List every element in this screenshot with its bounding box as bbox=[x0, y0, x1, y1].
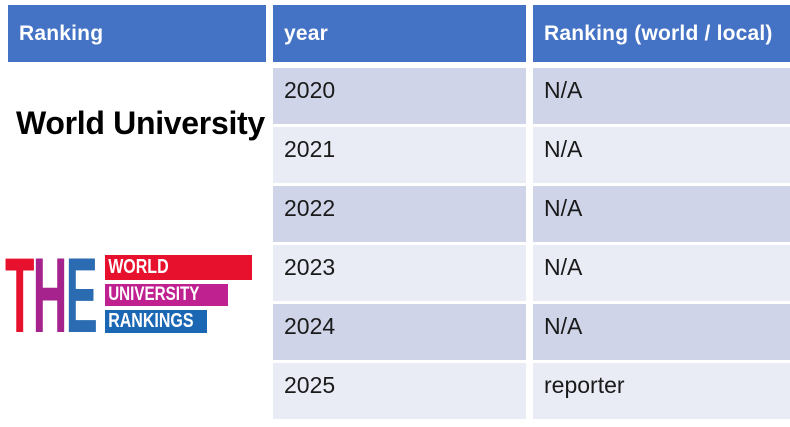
the-logo-bar-university: UNIVERSITY bbox=[105, 284, 228, 306]
ranking-cell: N/A bbox=[533, 68, 790, 124]
year-cell: 2021 bbox=[273, 127, 526, 183]
header-cell-ranking: Ranking bbox=[8, 5, 266, 62]
the-logo-letters: THE bbox=[5, 242, 98, 349]
ranking-type-cell: World University THE WORLD UNIVERSITY RA… bbox=[5, 68, 266, 419]
header-cell-year: year bbox=[273, 5, 526, 62]
ranking-table: Ranking year Ranking (world / local) Wor… bbox=[5, 5, 790, 419]
ranking-cell: N/A bbox=[533, 245, 790, 301]
the-logo-letter-h: H bbox=[32, 235, 68, 355]
year-cell: 2020 bbox=[273, 68, 526, 124]
the-logo-bar-world-label: WORLD bbox=[108, 256, 169, 278]
ranking-cell: N/A bbox=[533, 186, 790, 242]
the-rankings-logo: THE WORLD UNIVERSITY RANKINGS bbox=[5, 242, 258, 349]
table-body: World University THE WORLD UNIVERSITY RA… bbox=[5, 68, 790, 419]
the-logo-letter-t: T bbox=[5, 235, 34, 355]
ranking-cell: N/A bbox=[533, 127, 790, 183]
header-cell-world-local: Ranking (world / local) bbox=[533, 5, 790, 62]
the-logo-bar-rankings: RANKINGS bbox=[105, 310, 207, 333]
year-cell: 2024 bbox=[273, 304, 526, 360]
the-logo-bars: WORLD UNIVERSITY RANKINGS bbox=[105, 255, 252, 333]
the-logo-bar-rankings-label: RANKINGS bbox=[108, 310, 194, 332]
year-cell: 2022 bbox=[273, 186, 526, 242]
the-logo-bar-university-label: UNIVERSITY bbox=[108, 284, 200, 305]
ranking-type-title: World University bbox=[16, 105, 265, 141]
year-cell: 2023 bbox=[273, 245, 526, 301]
ranking-cell: reporter bbox=[533, 363, 790, 419]
the-logo-letter-e: E bbox=[65, 235, 98, 355]
ranking-cell: N/A bbox=[533, 304, 790, 360]
table-header-row: Ranking year Ranking (world / local) bbox=[8, 5, 790, 62]
the-logo-bar-world: WORLD bbox=[105, 255, 252, 280]
year-cell: 2025 bbox=[273, 363, 526, 419]
